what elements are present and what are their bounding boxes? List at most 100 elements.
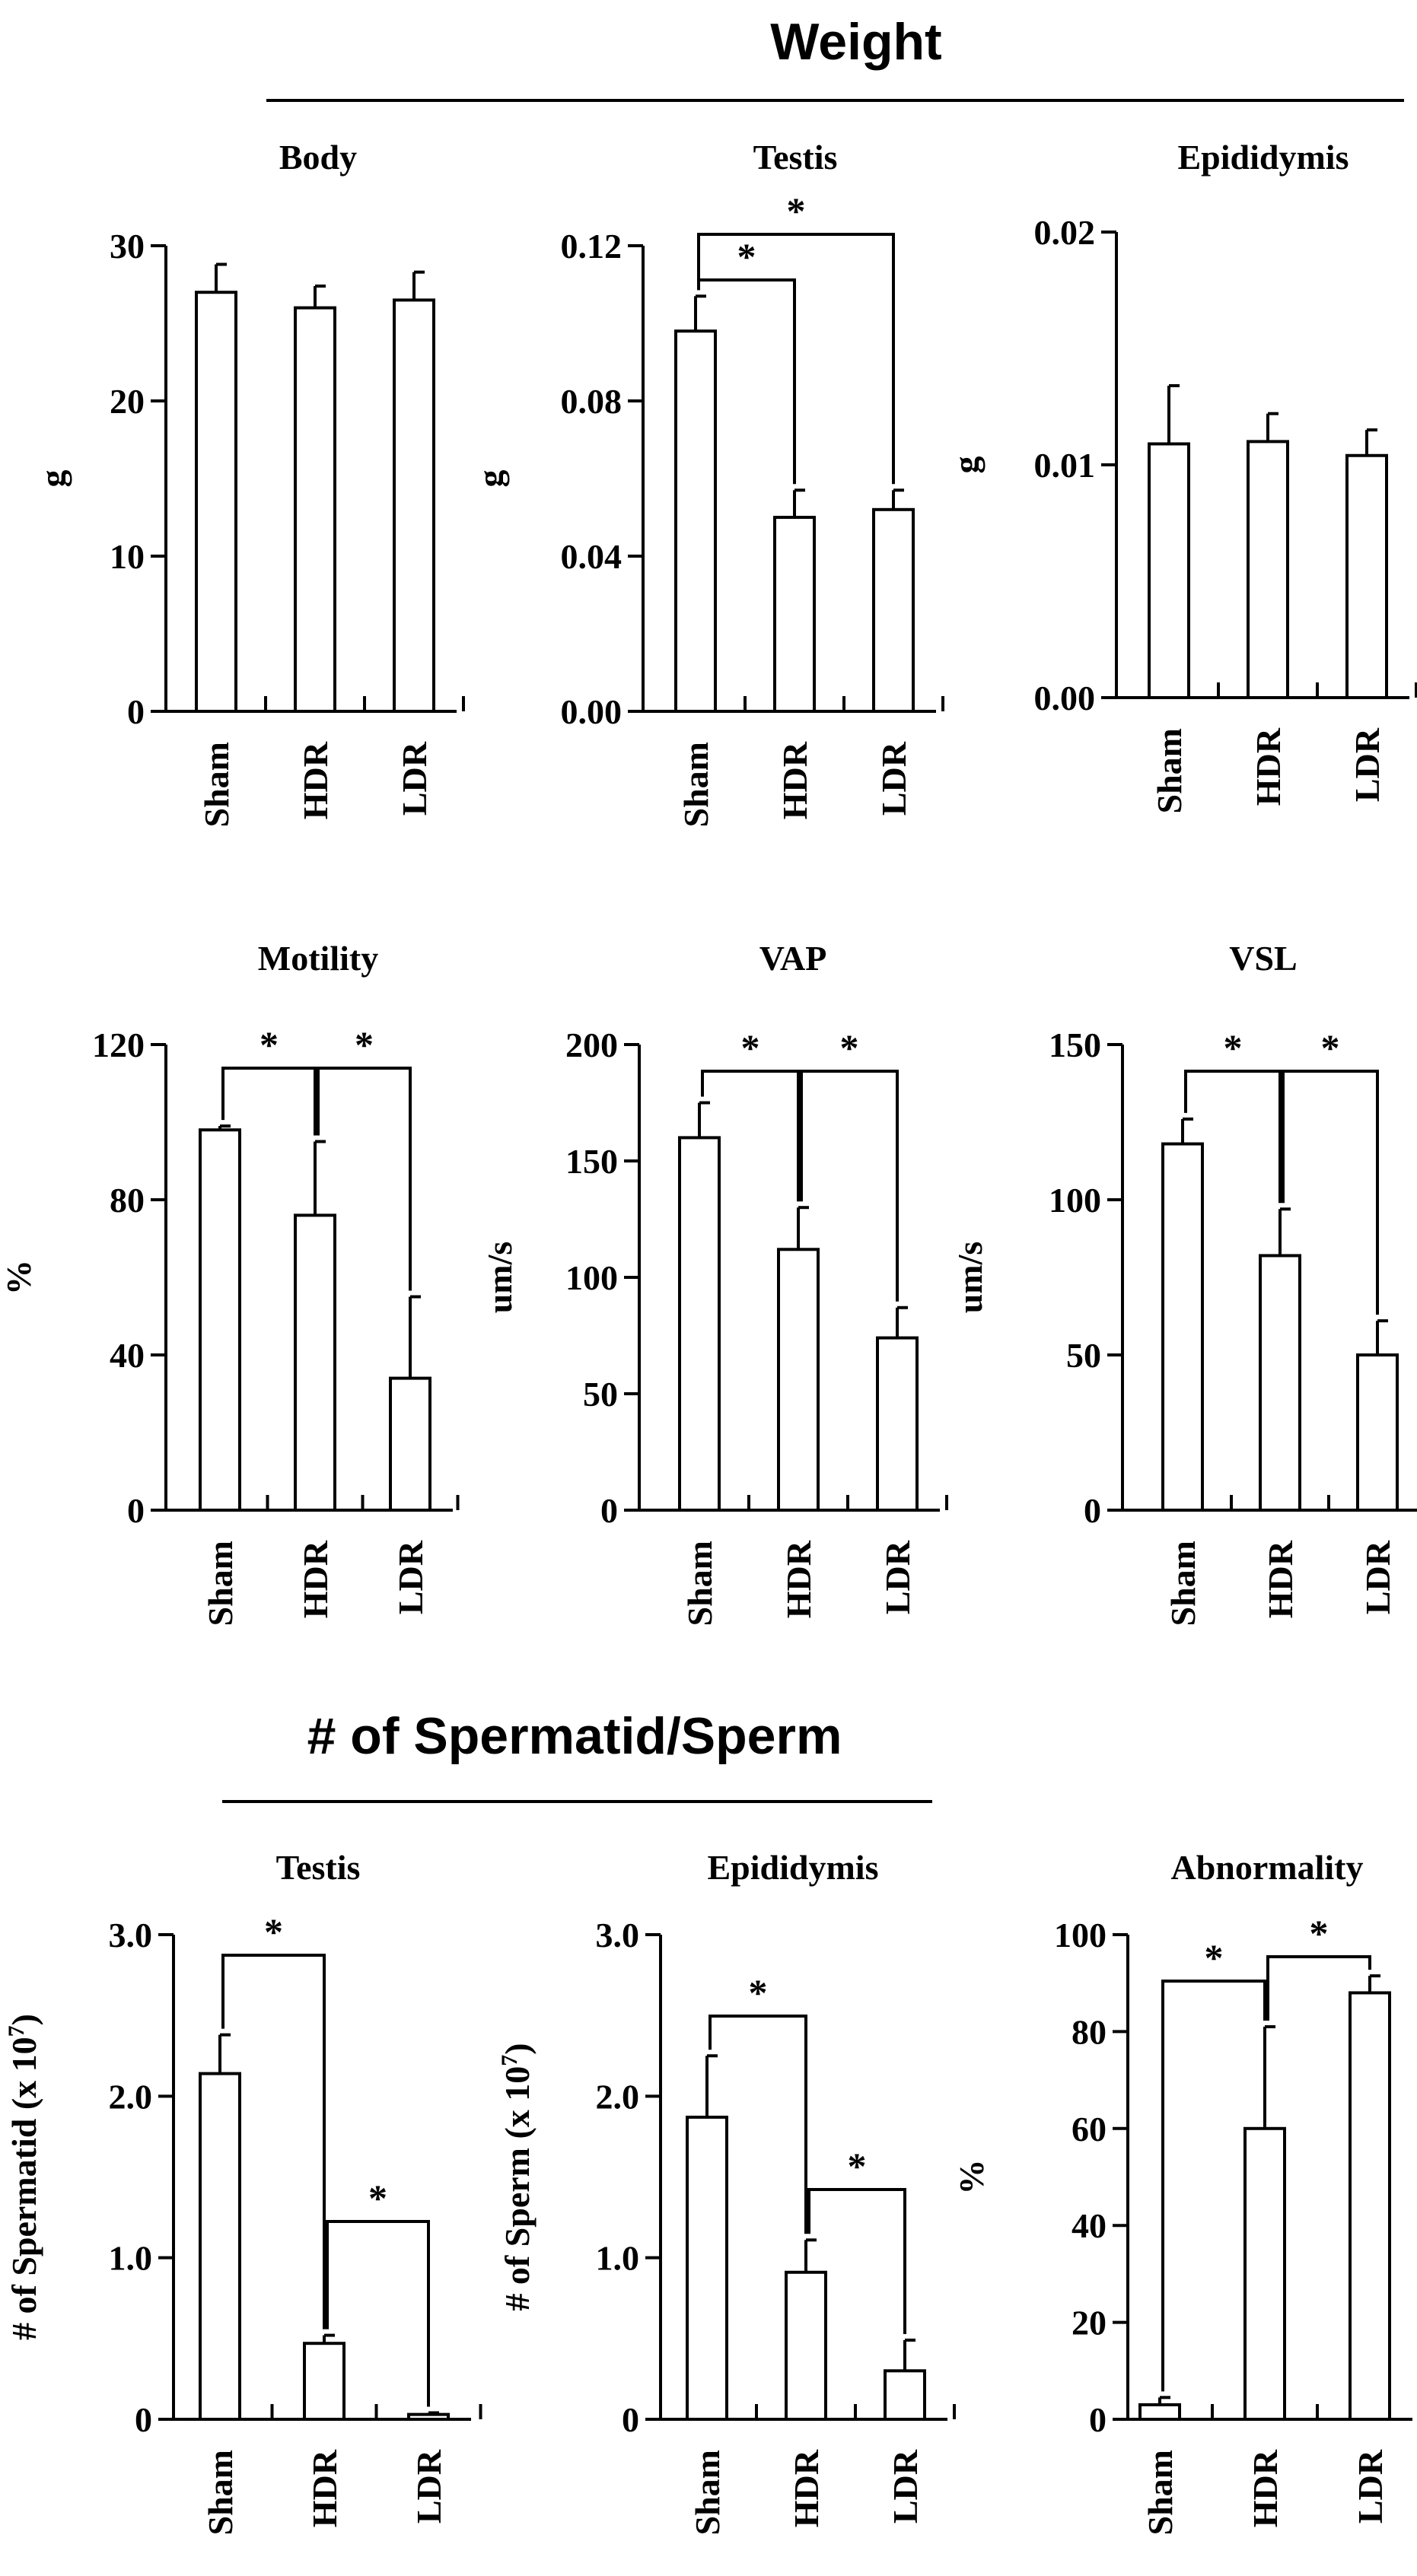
y-tick-label: 1.0 [109,2239,153,2278]
y-tick-label: 40 [1072,2206,1107,2245]
y-tick-label: 40 [110,1336,145,1375]
y-tick-label: 0.00 [561,692,623,731]
bar-ldr [1345,453,1388,699]
y-tick-label: 0 [600,1491,618,1530]
x-category-label: LDR [1358,1540,1397,1614]
significance-bracket [1266,1955,1371,2021]
bar-sham [1138,2403,1181,2421]
bar-sham [674,329,717,713]
chart-panel-8: Epididymis 0 1.0 2.0 3.0 # of Sperm (x 107) Sh… [497,1848,956,2535]
significance-bracket [697,233,895,485]
significance-bracket [1282,1070,1379,1315]
significance-bracket [708,2015,807,2234]
chart-panel-6: VSL 0 50 100 150 um/s Sham HDR LDR * * [951,939,1417,1626]
y-tick-label: 0.01 [1034,446,1096,485]
x-category-label: Sham [1141,2450,1180,2535]
bar-ldr [1349,1991,1391,2421]
bar-ldr [407,2412,450,2421]
y-tick-label: 20 [1072,2304,1107,2342]
bar-sham [199,1128,241,1512]
significance-bracket [317,1067,412,1291]
significance-label: * [1224,1026,1243,1069]
significance-label: * [741,1026,760,1069]
x-category-label: HDR [1246,2449,1285,2527]
y-axis-label: g [33,470,72,488]
x-category-label: Sham [680,1541,719,1626]
bar-hdr [1243,2126,1286,2422]
y-tick-label: 3.0 [109,1916,153,1954]
y-tick-label: 0 [622,2400,639,2439]
panel-title: Testis [753,138,838,177]
x-category-label: LDR [1348,727,1387,802]
x-category-label: Sham [677,742,715,827]
y-tick-label: 150 [1049,1026,1101,1064]
bar-sham [195,291,237,713]
x-category-label: HDR [779,1540,818,1618]
y-tick-label: 0 [135,2400,152,2439]
x-category-label: Sham [1164,1541,1202,1626]
significance-label: * [737,235,756,278]
y-tick-label: 50 [1066,1336,1101,1375]
y-tick-label: 10 [110,537,145,576]
y-tick-label: 0 [1089,2400,1107,2439]
x-category-label: LDR [395,741,434,816]
bar-ldr [389,1376,431,1512]
y-tick-label: 80 [1072,2012,1107,2051]
y-tick-label: 0.08 [561,382,623,421]
bar-ldr [393,298,435,713]
x-category-label: LDR [874,741,913,816]
y-axis-label: # of Spermatid (x 107) [4,2014,44,2340]
chart-panel-3: Epididymis 0.00 0.01 0.02 g Sham HDR LDR [947,138,1417,813]
x-category-label: LDR [391,1540,430,1614]
section-title-spermatid-sperm: # of Spermatid/Sperm [307,1707,842,1765]
y-tick-label: 3.0 [596,1916,640,1954]
significance-label: * [1310,1912,1329,1954]
panel-title: Testis [276,1848,361,1887]
x-category-label: LDR [409,2449,448,2524]
x-category-label: LDR [878,1540,917,1614]
y-tick-label: 0 [127,692,145,731]
x-category-label: HDR [775,741,814,819]
significance-label: * [1205,1936,1224,1979]
y-tick-label: 2.0 [109,2077,153,2116]
panel-title: Epididymis [1178,138,1349,177]
significance-label: * [749,1971,768,2014]
significance-label: * [787,189,806,232]
panel-title: Abnormality [1171,1848,1364,1887]
y-tick-label: 0 [127,1491,145,1530]
y-tick-label: 0.00 [1034,679,1096,717]
significance-label: * [264,1910,283,1953]
bar-hdr [1259,1254,1301,1512]
significance-bracket [800,1070,899,1302]
y-tick-label: 2.0 [596,2077,640,2116]
y-tick-label: 1.0 [596,2239,640,2278]
y-axis-label: um/s [480,1242,519,1314]
significance-bracket [1161,1980,1266,2392]
panel-title: Body [279,138,357,177]
chart-panel-2: Testis 0.00 0.04 0.08 0.12 g Sham HDR LDR * * [471,138,944,827]
bar-sham [1148,442,1190,700]
y-tick-label: 0.04 [561,537,623,576]
y-tick-label: 50 [583,1375,618,1414]
significance-bracket [701,1070,800,1202]
bar-ldr [1356,1353,1399,1512]
significance-label: * [260,1023,279,1066]
y-axis-label: g [471,470,510,488]
x-category-label: HDR [305,2449,344,2527]
section-title-weight: Weight [770,13,941,71]
bar-hdr [773,516,816,713]
y-tick-label: 0.02 [1034,213,1096,252]
x-category-label: HDR [1261,1540,1300,1618]
y-tick-label: 80 [110,1181,145,1220]
y-tick-label: 0.12 [561,227,623,266]
significance-label: * [848,2145,867,2187]
significance-label: * [840,1026,859,1069]
chart-panel-9: Abnormality 0 20 40 60 80 100% Sham HDR LDR * * [952,1848,1412,2535]
significance-bracket [221,1954,326,2330]
y-tick-label: 0 [1084,1491,1101,1530]
significance-bracket [807,2188,906,2334]
panel-title: VAP [759,939,827,978]
panel-title: Motility [258,939,378,978]
bar-hdr [1247,440,1289,700]
